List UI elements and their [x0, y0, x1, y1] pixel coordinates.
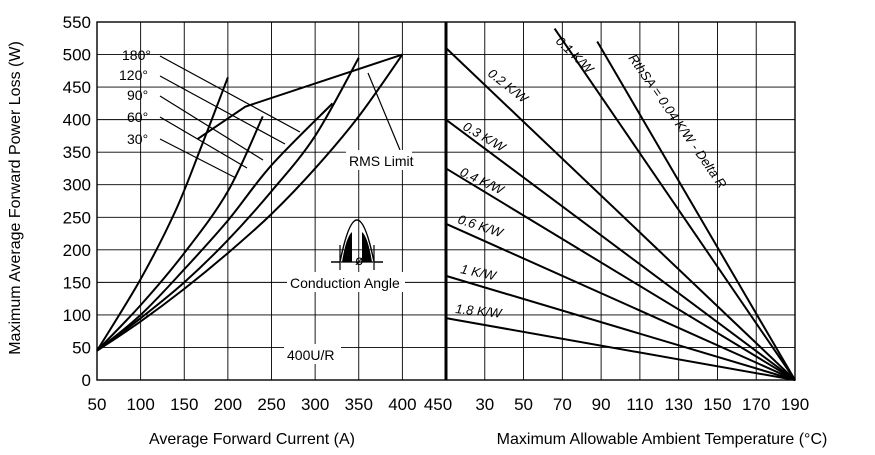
leader-lines — [159, 55, 401, 270]
leader-line — [159, 95, 264, 161]
thermal-label: 0.6 K/W — [456, 212, 506, 241]
x-tick-label-right: 130 — [664, 395, 692, 414]
y-tick-label: 100 — [63, 306, 91, 325]
y-tick-label: 50 — [72, 338, 91, 357]
x-axis-left-title: Average Forward Current (A) — [149, 431, 355, 448]
waveform-icon — [331, 219, 383, 263]
y-tick-label: 250 — [63, 208, 91, 227]
y-tick-label: 350 — [63, 143, 91, 162]
x-tick-label-right: 110 — [626, 395, 653, 414]
thermal-label: RthSA = 0.04 K/W - Delta R — [626, 51, 730, 191]
x-tick-label-left: 400 — [388, 395, 416, 414]
x-tick-label-right: 150 — [703, 395, 731, 414]
leader-line — [159, 55, 301, 133]
thermal-line-rthsa-0-04-k-w-delta-r — [596, 41, 796, 381]
curve-60 — [96, 115, 264, 352]
x-tick-label-right: 70 — [553, 395, 572, 414]
angle-label-60: 60° — [127, 109, 148, 125]
angle-label-90: 90° — [127, 87, 148, 103]
y-tick-label: 150 — [63, 273, 91, 292]
y-axis-title: Maximum Average Forward Power Loss (W) — [7, 41, 24, 355]
x-tick-label-left: 200 — [214, 395, 242, 414]
x-tick-label-right: 90 — [592, 395, 611, 414]
x-tick-label-left: 100 — [126, 395, 154, 414]
waveform-fill-right — [362, 232, 372, 262]
thermal-line-0-4-k-w — [445, 167, 796, 381]
leader-line — [159, 116, 248, 169]
x-tick-label-left: 450 — [424, 395, 452, 414]
x-tick-label-right: 170 — [742, 395, 770, 414]
y-tick-label: 400 — [63, 111, 91, 130]
x-tick-label-left: 50 — [88, 395, 107, 414]
y-tick-label: 550 — [63, 13, 91, 32]
y-tick-label: 200 — [63, 241, 91, 260]
curve-120 — [96, 57, 360, 352]
curve-30 — [96, 76, 229, 352]
thermal-line-1-8-k-w — [445, 317, 796, 381]
curve-rmslimit — [196, 53, 403, 140]
x-tick-label-left: 150 — [170, 395, 198, 414]
x-axis-right-title: Maximum Allowable Ambient Temperature (°… — [497, 431, 828, 448]
x-tick-label-left: 300 — [301, 395, 329, 414]
curves — [96, 27, 796, 381]
thermal-line-0-6-k-w — [445, 222, 796, 381]
angle-label-120: 120° — [119, 67, 148, 83]
thermal-label: 1 K/W — [459, 261, 498, 283]
phi-symbol: ø — [355, 252, 364, 268]
angle-label-180: 180° — [122, 47, 151, 63]
thermal-line-0-1-k-w — [553, 27, 796, 381]
waveform-fill-left — [342, 232, 352, 262]
angle-label-30: 30° — [127, 131, 148, 147]
x-tick-label-right: 190 — [781, 395, 809, 414]
thermal-label: 0.2 K/W — [485, 66, 532, 107]
leader-line — [367, 72, 401, 151]
rms-limit-label: RMS Limit — [349, 153, 414, 169]
thermal-line-0-2-k-w — [445, 47, 796, 381]
x-tick-label-right: 30 — [475, 395, 494, 414]
leader-line — [159, 138, 237, 179]
thermal-label: 1.8 K/W — [455, 301, 504, 321]
y-tick-label: 450 — [63, 78, 91, 97]
thermal-label: 0.1 K/W — [553, 33, 598, 77]
x-tick-label-right: 50 — [514, 395, 533, 414]
thermal-label: 0.4 K/W — [458, 164, 508, 198]
curve-90 — [96, 102, 334, 352]
y-tick-label: 0 — [82, 371, 91, 390]
y-tick-label: 300 — [63, 176, 91, 195]
part-number-label: 400U/R — [287, 347, 334, 363]
thermal-line-0-3-k-w — [445, 118, 796, 381]
conduction-angle-label: Conduction Angle — [290, 275, 400, 291]
x-tick-label-left: 350 — [345, 395, 373, 414]
thermal-line-1-k-w — [445, 274, 796, 381]
leader-line — [159, 75, 286, 145]
curve-180 — [96, 53, 404, 352]
y-tick-label: 500 — [63, 46, 91, 65]
x-tick-label-left: 250 — [257, 395, 285, 414]
